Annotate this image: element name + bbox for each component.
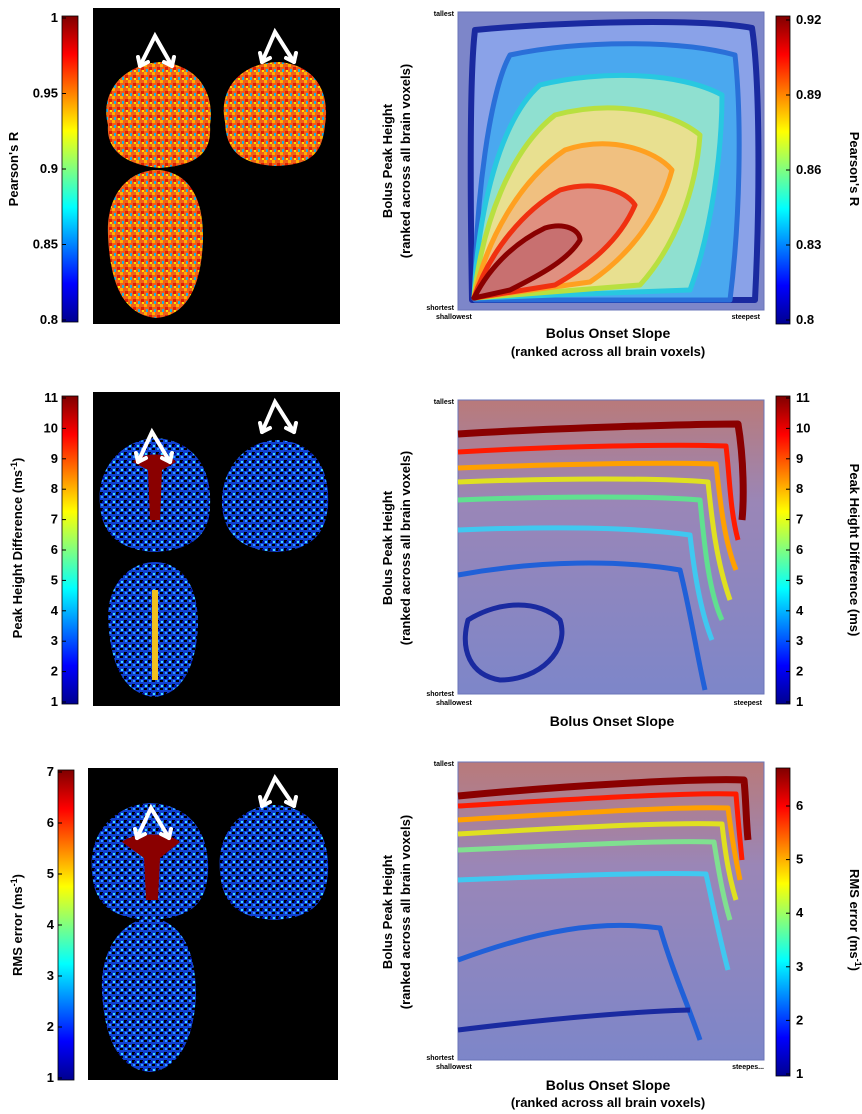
row3-corner-shortest: shortest: [426, 1055, 454, 1062]
cb3ticks-tick-label: 2: [51, 664, 58, 679]
row1-contour-bands: [467, 19, 762, 303]
cb2ticks-tick-label: 0.83: [796, 237, 821, 252]
row3-contour-panel: tallest shortest shallowest steepes... B…: [380, 761, 862, 1110]
row2-corner-shortest: shortest: [426, 691, 454, 698]
row1-colorbar-ticks: 1 0.95 0.9 0.85 0.8: [33, 10, 66, 327]
cb3ticks-tick-label: 7: [51, 512, 58, 527]
cb3ticks-tick-label: 9: [51, 451, 58, 466]
row3-xlabel-1: Bolus Onset Slope: [546, 1077, 671, 1093]
cb5ticks-tick-label: 2: [47, 1019, 54, 1034]
row3-ylabel-1: Bolus Peak Height: [380, 854, 395, 969]
row1-ylabel-1: Bolus Peak Height: [380, 103, 395, 218]
row2-arrow-icon: [134, 397, 298, 464]
cb4ticks-tick-label: 9: [796, 451, 803, 466]
cb3ticks-tick-label: 5: [51, 572, 58, 587]
cb2ticks-tick-label: 0.92: [796, 12, 821, 27]
row2-contour-panel: tallest shortest shallowest steepest Bol…: [380, 390, 862, 729]
cb4ticks-tick-label: 8: [796, 481, 803, 496]
row2-xlabel-1: Bolus Onset Slope: [550, 713, 675, 729]
cb2ticks-tick-label: 0.86: [796, 162, 821, 177]
cb1ticks-tick-label: 0.8: [40, 312, 58, 327]
row1-contour-colorbar-label: Pearson's R: [847, 132, 862, 207]
cb6ticks-tick-label: 3: [796, 959, 803, 974]
cb5ticks-tick-label: 3: [47, 968, 54, 983]
cb2ticks-tick-label: 0.8: [796, 312, 814, 327]
cb5ticks-tick-label: 5: [47, 866, 54, 881]
cb4ticks-tick-label: 4: [796, 603, 804, 618]
cb5ticks-tick-label: 1: [47, 1070, 54, 1085]
cb3ticks-tick-label: 4: [51, 603, 59, 618]
row2-colorbar-ticks: 11 10 9 8 7 6 5 4 3 2 1: [44, 390, 66, 709]
row2-brain-panel: 11 10 9 8 7 6 5 4 3 2 1 Peak Height Difference (ms…: [9, 390, 340, 709]
cb4ticks-tick-label: 5: [796, 572, 803, 587]
cb3ticks-tick-label: 11: [44, 390, 58, 405]
cb5ticks-tick-label: 7: [47, 764, 54, 779]
row3-colorbar-ticks: 7 6 5 4 3 2 1: [47, 764, 62, 1085]
row1-contour-panel: tallest shortest shallowest steepest Bol…: [380, 11, 862, 359]
row3-corner-steepest: steepes...: [732, 1064, 764, 1071]
cb4ticks-tick-label: 3: [796, 633, 803, 648]
row2-colorbar-label: Peak Height Difference (ms-1): [9, 458, 25, 639]
cb6ticks-tick-label: 5: [796, 852, 803, 867]
row1-xlabel-2: (ranked across all brain voxels): [511, 344, 705, 359]
row1-arrow-icon: [136, 27, 298, 68]
cb5ticks-tick-label: 4: [47, 917, 55, 932]
row3-brain-panel: 7 6 5 4 3 2 1 RMS error (ms-1): [9, 764, 338, 1085]
cb6ticks-tick-label: 1: [796, 1066, 803, 1081]
cb3ticks-tick-label: 10: [44, 420, 58, 435]
cb4ticks-tick-label: 1: [796, 694, 803, 709]
cb4ticks-tick-label: 7: [796, 512, 803, 527]
row2-contour-colorbar-label: Peak Height Difference (ms): [847, 464, 862, 637]
cb4ticks-tick-label: 11: [796, 390, 810, 405]
row1-corner-shortest: shortest: [426, 305, 454, 312]
row3-arrow-icon: [133, 773, 298, 840]
row3-corner-tallest: tallest: [434, 761, 455, 768]
cb6ticks-tick-label: 6: [796, 798, 803, 813]
row3-contour-colorbar: [775, 767, 791, 1077]
cb1ticks-tick-label: 1: [51, 10, 58, 25]
cb1ticks-tick-label: 0.85: [33, 237, 58, 252]
cb6ticks-tick-label: 4: [796, 905, 804, 920]
row3-ylabel-2: (ranked across all brain voxels): [398, 815, 413, 1009]
row3-contour-colorbar-ticks: 6 5 4 3 2 1: [786, 798, 804, 1081]
row2-corner-shallowest: shallowest: [436, 700, 472, 707]
cb3ticks-tick-label: 3: [51, 633, 58, 648]
row1-colorbar-label: Pearson's R: [6, 131, 21, 206]
row1-xlabel-1: Bolus Onset Slope: [546, 325, 671, 341]
cb6ticks-tick-label: 2: [796, 1012, 803, 1027]
row2-contour-bands: [457, 420, 747, 691]
row2-contour-colorbar-ticks: 11 10 9 8 7 6 5 4 3 2 1: [786, 390, 810, 709]
row3-xlabel-2: (ranked across all brain voxels): [511, 1095, 705, 1110]
row2-ylabel-2: (ranked across all brain voxels): [398, 451, 413, 645]
cb4ticks-tick-label: 10: [796, 420, 810, 435]
cb3ticks-tick-label: 1: [51, 694, 58, 709]
row1-brain-panel: 1 0.95 0.9 0.85 0.8 Pearson's R: [6, 8, 340, 327]
cb3ticks-tick-label: 6: [51, 542, 58, 557]
row3-contour-colorbar-label: RMS error (ms-1): [847, 869, 862, 971]
row3-corner-shallowest: shallowest: [436, 1064, 472, 1071]
row2-corner-steepest: steepest: [734, 700, 763, 707]
row2-corner-tallest: tallest: [434, 399, 455, 406]
row3-brain-slice: [91, 803, 329, 1072]
cb3ticks-tick-label: 8: [51, 481, 58, 496]
cb4ticks-tick-label: 6: [796, 542, 803, 557]
row1-ylabel-2: (ranked across all brain voxels): [398, 64, 413, 258]
cb1ticks-tick-label: 0.9: [40, 161, 58, 176]
row3-contour-bands: [457, 776, 752, 1041]
cb4ticks-tick-label: 2: [796, 664, 803, 679]
cb5ticks-tick-label: 6: [47, 815, 54, 830]
row2-brain-slice: [99, 438, 329, 697]
row1-corner-tallest: tallest: [434, 11, 455, 18]
cb2ticks-tick-label: 0.89: [796, 87, 821, 102]
row1-corner-shallowest: shallowest: [436, 314, 472, 321]
row1-contour-colorbar-ticks: 0.92 0.89 0.86 0.83 0.8: [786, 12, 821, 327]
row1-corner-steepest: steepest: [732, 314, 761, 321]
row2-ylabel-1: Bolus Peak Height: [380, 490, 395, 605]
cb1ticks-tick-label: 0.95: [33, 86, 58, 101]
row1-brain-slice: [106, 62, 327, 318]
row3-colorbar-label: RMS error (ms-1): [9, 874, 25, 976]
